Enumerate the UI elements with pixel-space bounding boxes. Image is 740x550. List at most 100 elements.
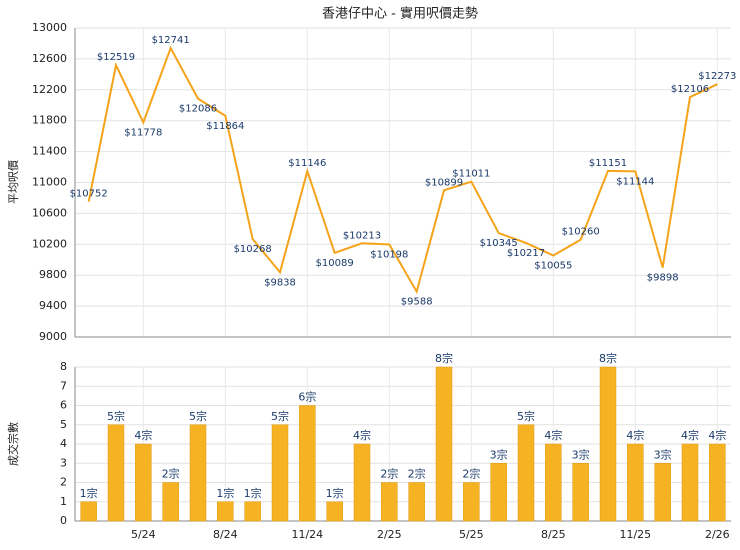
data-label: $10268	[234, 244, 272, 255]
data-label: 4宗	[681, 428, 699, 442]
data-label: $12519	[97, 52, 135, 63]
data-label: $11011	[452, 169, 490, 180]
y-tick-label: 11000	[32, 176, 67, 189]
y-tick-label: 5	[60, 418, 67, 431]
x-tick-label: 5/25	[459, 528, 484, 541]
bar	[572, 463, 589, 522]
bar	[244, 501, 261, 522]
data-label: 8宗	[435, 351, 453, 365]
x-tick-label: 11/25	[619, 528, 651, 541]
data-label: 8宗	[599, 351, 617, 365]
y-tick-label: 13000	[32, 21, 67, 34]
y-tick-label: 9400	[39, 299, 67, 312]
y-tick-label: 12200	[32, 83, 67, 96]
data-label: $10217	[507, 248, 545, 259]
data-label: $12106	[671, 84, 709, 95]
y-tick-label: 6	[60, 399, 67, 412]
data-label: $10899	[425, 177, 463, 188]
bar	[299, 405, 316, 522]
bar	[189, 424, 207, 522]
bar	[135, 443, 152, 522]
data-label: 3宗	[572, 447, 590, 461]
data-label: 4宗	[353, 428, 371, 442]
data-label: 2宗	[162, 467, 180, 481]
bar	[654, 463, 671, 522]
bar	[490, 463, 507, 522]
data-label: 4宗	[544, 428, 562, 442]
bar	[326, 501, 343, 522]
data-label: 1宗	[326, 486, 344, 500]
x-tick-label: 2/25	[377, 528, 402, 541]
y-tick-label: 4	[60, 437, 67, 450]
bar	[709, 443, 726, 522]
x-tick-label: 11/24	[291, 528, 323, 541]
bar	[517, 424, 535, 522]
data-label: $11151	[589, 158, 627, 169]
data-label: 4宗	[626, 428, 644, 442]
y-tick-label: 1	[60, 495, 67, 508]
data-label: 2宗	[408, 467, 426, 481]
data-label: 4宗	[134, 428, 152, 442]
data-label: 1宗	[244, 486, 262, 500]
x-tick-label: 2/26	[705, 528, 730, 541]
x-tick-label: 8/24	[213, 528, 238, 541]
data-label: 6宗	[298, 390, 316, 404]
data-label: 2宗	[462, 467, 480, 481]
bar	[463, 482, 480, 522]
data-label: 5宗	[271, 409, 289, 423]
data-label: $12741	[152, 35, 190, 46]
data-label: $9588	[401, 297, 433, 308]
data-label: 5宗	[107, 409, 125, 423]
y-tick-label: 3	[60, 456, 67, 469]
data-label: 3宗	[490, 447, 508, 461]
bar	[162, 482, 179, 522]
y-tick-label: 9800	[39, 268, 67, 281]
data-label: 4宗	[708, 428, 726, 442]
data-label: 3宗	[654, 447, 672, 461]
data-label: $9838	[264, 277, 296, 288]
bar	[627, 443, 644, 522]
chart-title: 香港仔中心 - 實用呎價走勢	[322, 6, 478, 22]
y-tick-label: 10200	[32, 237, 67, 250]
data-label: 5宗	[189, 409, 207, 423]
y-tick-label: 11400	[32, 145, 67, 158]
data-label: 1宗	[216, 486, 234, 500]
data-label: $9898	[647, 273, 679, 284]
data-label: $11778	[124, 127, 162, 138]
x-tick-label: 5/24	[131, 528, 156, 541]
data-label: $10345	[480, 238, 518, 249]
bar	[599, 366, 617, 522]
bar	[217, 501, 234, 522]
data-label: $11864	[206, 121, 244, 132]
y-tick-label: 0	[60, 514, 67, 527]
line	[87, 45, 718, 295]
bar	[107, 424, 125, 522]
data-label: $10089	[316, 258, 354, 269]
data-label: $12086	[179, 104, 217, 115]
data-label: 5宗	[517, 409, 535, 423]
bar	[435, 366, 453, 522]
y-tick-label: 2	[60, 476, 67, 489]
data-label: 2宗	[380, 467, 398, 481]
bar	[80, 501, 97, 522]
data-label: $10198	[370, 249, 408, 260]
bar	[408, 482, 425, 522]
data-label: $10213	[343, 230, 381, 241]
y-tick-label: 8	[60, 360, 67, 373]
data-label: $10752	[70, 189, 108, 200]
bar	[271, 424, 289, 522]
data-label: $10055	[534, 261, 572, 272]
data-label: $10260	[562, 227, 600, 238]
y-axis-label: 成交宗數	[6, 422, 20, 466]
bar	[353, 443, 371, 522]
data-label: $11144	[616, 176, 654, 187]
y-axis-label: 平均呎價	[6, 160, 20, 204]
bar	[381, 482, 398, 522]
data-label: 1宗	[80, 486, 98, 500]
bar	[681, 443, 699, 522]
y-tick-label: 10600	[32, 206, 67, 219]
data-label: $12273	[698, 71, 736, 82]
y-tick-label: 7	[60, 379, 67, 392]
